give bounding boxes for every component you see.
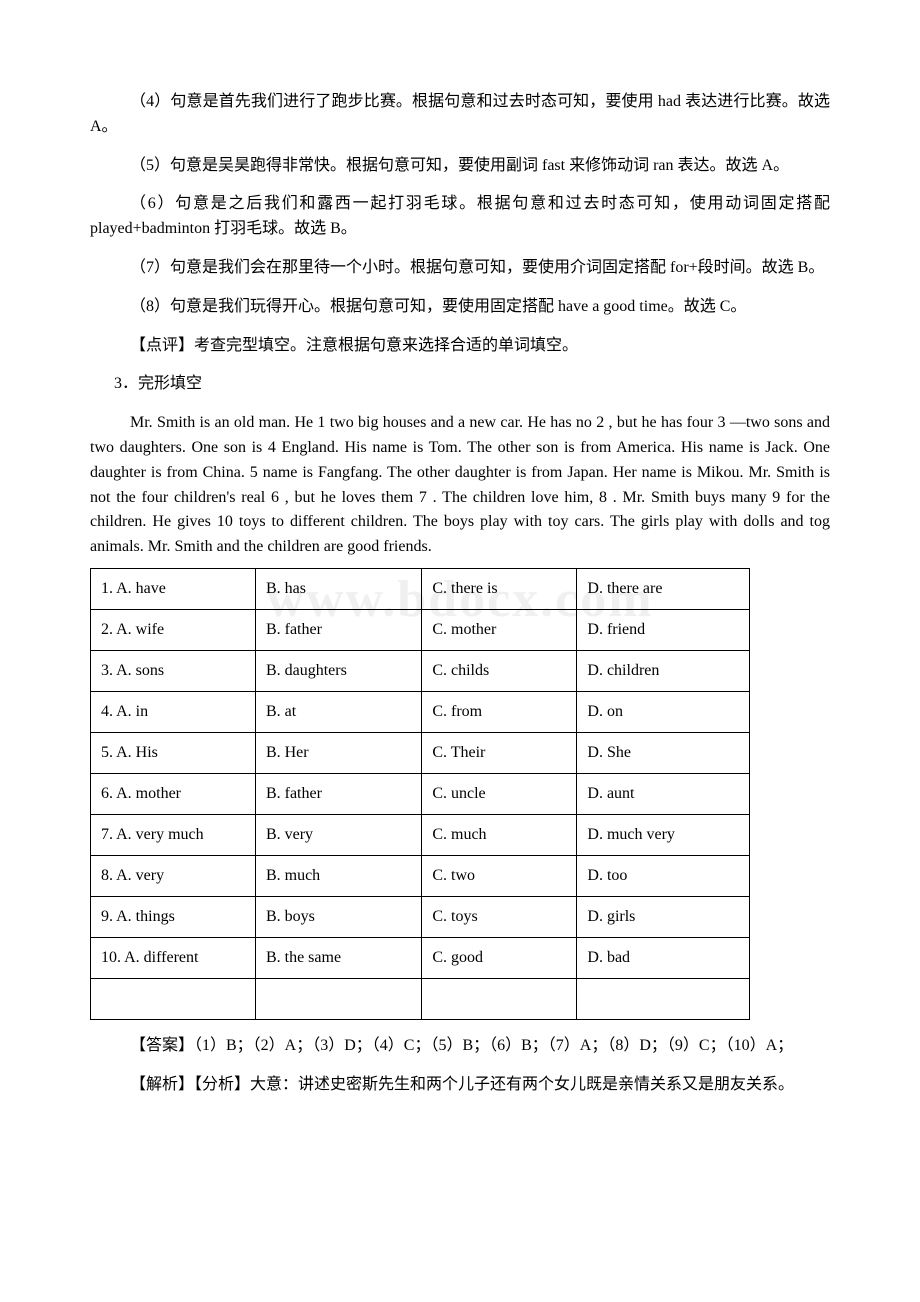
option-cell: D. there are <box>577 568 750 609</box>
table-row: 8. A. very B. much C. two D. too <box>91 855 750 896</box>
option-cell: 7. A. very much <box>91 814 256 855</box>
explanation-7: （7）句意是我们会在那里待一个小时。根据句意可知，要使用介词固定搭配 for+段… <box>90 256 830 281</box>
option-cell <box>422 978 577 1019</box>
option-cell: C. much <box>422 814 577 855</box>
explanation-comment: 【点评】考查完型填空。注意根据句意来选择合适的单词填空。 <box>90 334 830 359</box>
table-row: 10. A. different B. the same C. good D. … <box>91 937 750 978</box>
document-content: （4）句意是首先我们进行了跑步比赛。根据句意和过去时态可知，要使用 had 表达… <box>90 90 830 1098</box>
option-cell: C. from <box>422 691 577 732</box>
option-cell: C. toys <box>422 896 577 937</box>
analysis-line: 【解析】【分析】大意：讲述史密斯先生和两个儿子还有两个女儿既是亲情关系又是朋友关… <box>90 1073 830 1098</box>
option-cell: C. childs <box>422 650 577 691</box>
option-cell: D. friend <box>577 609 750 650</box>
option-cell: C. there is <box>422 568 577 609</box>
option-cell: C. Their <box>422 732 577 773</box>
option-cell: 2. A. wife <box>91 609 256 650</box>
option-cell: C. two <box>422 855 577 896</box>
table-row: 6. A. mother B. father C. uncle D. aunt <box>91 773 750 814</box>
explanation-5: （5）句意是吴昊跑得非常快。根据句意可知，要使用副词 fast 来修饰动词 ra… <box>90 154 830 179</box>
explanation-8: （8）句意是我们玩得开心。根据句意可知，要使用固定搭配 have a good … <box>90 295 830 320</box>
explanation-6: （6）句意是之后我们和露西一起打羽毛球。根据句意和过去时态可知，使用动词固定搭配… <box>90 192 830 242</box>
option-cell: 4. A. in <box>91 691 256 732</box>
section-title: 3．完形填空 <box>90 372 830 397</box>
option-cell: B. daughters <box>255 650 421 691</box>
options-table: 1. A. have B. has C. there is D. there a… <box>90 568 750 1020</box>
option-cell: D. bad <box>577 937 750 978</box>
option-cell: B. father <box>255 773 421 814</box>
option-cell <box>91 978 256 1019</box>
table-row: 1. A. have B. has C. there is D. there a… <box>91 568 750 609</box>
option-cell: D. She <box>577 732 750 773</box>
option-cell: C. good <box>422 937 577 978</box>
option-cell: 10. A. different <box>91 937 256 978</box>
table-row <box>91 978 750 1019</box>
option-cell: D. children <box>577 650 750 691</box>
option-cell: 6. A. mother <box>91 773 256 814</box>
option-cell: B. the same <box>255 937 421 978</box>
option-cell: C. mother <box>422 609 577 650</box>
table-row: 7. A. very much B. very C. much D. much … <box>91 814 750 855</box>
option-cell: 1. A. have <box>91 568 256 609</box>
cloze-passage: Mr. Smith is an old man. He 1 two big ho… <box>90 411 830 560</box>
option-cell: B. has <box>255 568 421 609</box>
explanation-4: （4）句意是首先我们进行了跑步比赛。根据句意和过去时态可知，要使用 had 表达… <box>90 90 830 140</box>
option-cell: D. aunt <box>577 773 750 814</box>
option-cell: B. much <box>255 855 421 896</box>
option-cell: B. at <box>255 691 421 732</box>
option-cell: D. on <box>577 691 750 732</box>
option-cell: D. girls <box>577 896 750 937</box>
table-row: 9. A. things B. boys C. toys D. girls <box>91 896 750 937</box>
option-cell: 5. A. His <box>91 732 256 773</box>
option-cell: D. much very <box>577 814 750 855</box>
option-cell: B. Her <box>255 732 421 773</box>
option-cell: B. father <box>255 609 421 650</box>
option-cell: B. very <box>255 814 421 855</box>
option-cell: 8. A. very <box>91 855 256 896</box>
table-row: 5. A. His B. Her C. Their D. She <box>91 732 750 773</box>
answer-line: 【答案】（1）B；（2）A；（3）D；（4）C；（5）B；（6）B；（7）A；（… <box>90 1034 830 1059</box>
option-cell: 9. A. things <box>91 896 256 937</box>
table-row: 3. A. sons B. daughters C. childs D. chi… <box>91 650 750 691</box>
option-cell: C. uncle <box>422 773 577 814</box>
option-cell: B. boys <box>255 896 421 937</box>
table-row: 2. A. wife B. father C. mother D. friend <box>91 609 750 650</box>
option-cell <box>577 978 750 1019</box>
option-cell: D. too <box>577 855 750 896</box>
option-cell <box>255 978 421 1019</box>
table-row: 4. A. in B. at C. from D. on <box>91 691 750 732</box>
option-cell: 3. A. sons <box>91 650 256 691</box>
